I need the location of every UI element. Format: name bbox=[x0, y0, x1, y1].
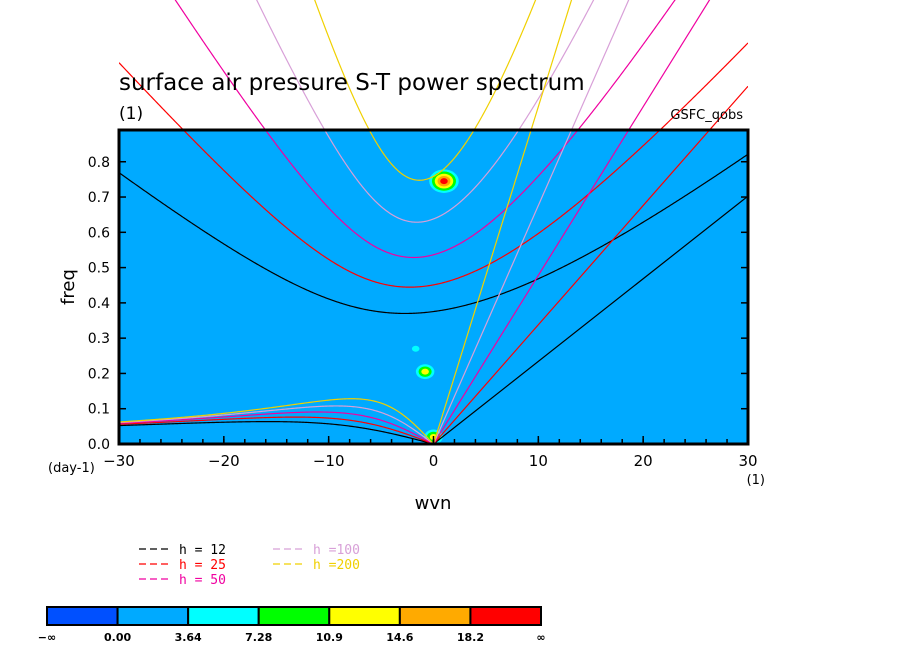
chart-title: surface air pressure S-T power spectrum bbox=[119, 70, 585, 96]
colorbar-swatch bbox=[187, 606, 260, 626]
y-units: (day-1) bbox=[48, 461, 95, 476]
y-tick-label: 0.3 bbox=[88, 331, 110, 347]
legend-label: h = 12 bbox=[179, 543, 226, 558]
colorbar-swatch bbox=[469, 606, 542, 626]
x-tick-label: 20 bbox=[634, 452, 653, 470]
colorbar-swatch bbox=[257, 606, 331, 626]
ig-curve-h12 bbox=[119, 153, 748, 315]
colorbar-swatch bbox=[46, 606, 119, 626]
colorbar-label: 18.2 bbox=[457, 631, 484, 644]
dispersion-curves bbox=[119, 0, 748, 444]
rossby-curve-h25 bbox=[119, 416, 434, 444]
kelvin-line-h200 bbox=[432, 0, 573, 444]
title-units: (1) bbox=[119, 104, 143, 124]
spectral-peak-contour bbox=[411, 345, 420, 352]
legend-label: h =200 bbox=[313, 558, 360, 573]
rossby-curve-h200 bbox=[119, 398, 434, 444]
colorbar-swatch bbox=[116, 606, 190, 626]
y-tick-label: 0.2 bbox=[88, 366, 110, 382]
ig-curve-h50 bbox=[174, 0, 676, 259]
colorbar-label: ∞ bbox=[536, 631, 545, 644]
x-tick-label: −20 bbox=[208, 452, 240, 470]
colorbar-label: 7.28 bbox=[245, 631, 272, 644]
ig-curve-h200 bbox=[314, 0, 537, 181]
y-tick-label: 0.4 bbox=[88, 296, 110, 312]
y-axis-label: freq bbox=[58, 269, 79, 305]
ig-curve-h100 bbox=[256, 0, 595, 223]
rossby-curve-h100 bbox=[119, 405, 434, 444]
colorbar-swatch bbox=[398, 606, 472, 626]
y-tick-label: 0.6 bbox=[88, 225, 110, 241]
x-units: (1) bbox=[747, 473, 765, 488]
axes: −30 −20 −10 0 10 20 30 0.0 0.1 0.2 0.3 0.4 0.5 0.6 0.7… bbox=[88, 155, 758, 470]
colorbar-label: −∞ bbox=[38, 631, 56, 644]
colorbar-label: 0.00 bbox=[104, 631, 131, 644]
y-tick-label: 0.5 bbox=[88, 261, 110, 277]
colorbar-swatch bbox=[328, 606, 401, 626]
y-tick-label: 0.8 bbox=[88, 155, 110, 171]
x-tick-label: −30 bbox=[103, 452, 135, 470]
colorbar-label: 3.64 bbox=[175, 631, 202, 644]
legend-label: h = 25 bbox=[179, 558, 226, 573]
rossby-curve-h12 bbox=[119, 421, 434, 444]
source-label: GSFC_qobs bbox=[670, 108, 743, 123]
y-tick-label: 0.1 bbox=[88, 402, 110, 418]
rossby-curve-h50 bbox=[119, 411, 434, 444]
x-tick-label: 10 bbox=[529, 452, 548, 470]
legend-label: h =100 bbox=[313, 543, 360, 558]
colorbar-label: 14.6 bbox=[386, 631, 413, 644]
legend-label: h = 50 bbox=[179, 573, 226, 588]
ig-curve-h25 bbox=[119, 42, 748, 288]
kelvin-line-h50 bbox=[432, 0, 711, 444]
y-tick-label: 0.0 bbox=[88, 437, 110, 453]
spectral-peak-contour bbox=[440, 178, 448, 185]
kelvin-line-h100 bbox=[432, 0, 630, 444]
colorbar: −∞ 0.00 3.64 7.28 10.9 14.6 18.2 ∞ bbox=[38, 606, 546, 644]
x-tick-label: 0 bbox=[429, 452, 439, 470]
y-tick-label: 0.7 bbox=[88, 190, 110, 206]
x-axis-label: wvn bbox=[415, 493, 452, 514]
colorbar-label: 10.9 bbox=[316, 631, 343, 644]
x-tick-label: 30 bbox=[738, 452, 757, 470]
kelvin-line-h25 bbox=[433, 85, 748, 444]
kelvin-line-h12 bbox=[433, 195, 748, 444]
x-tick-label: −10 bbox=[313, 452, 345, 470]
spectral-peak-contour bbox=[421, 368, 429, 375]
